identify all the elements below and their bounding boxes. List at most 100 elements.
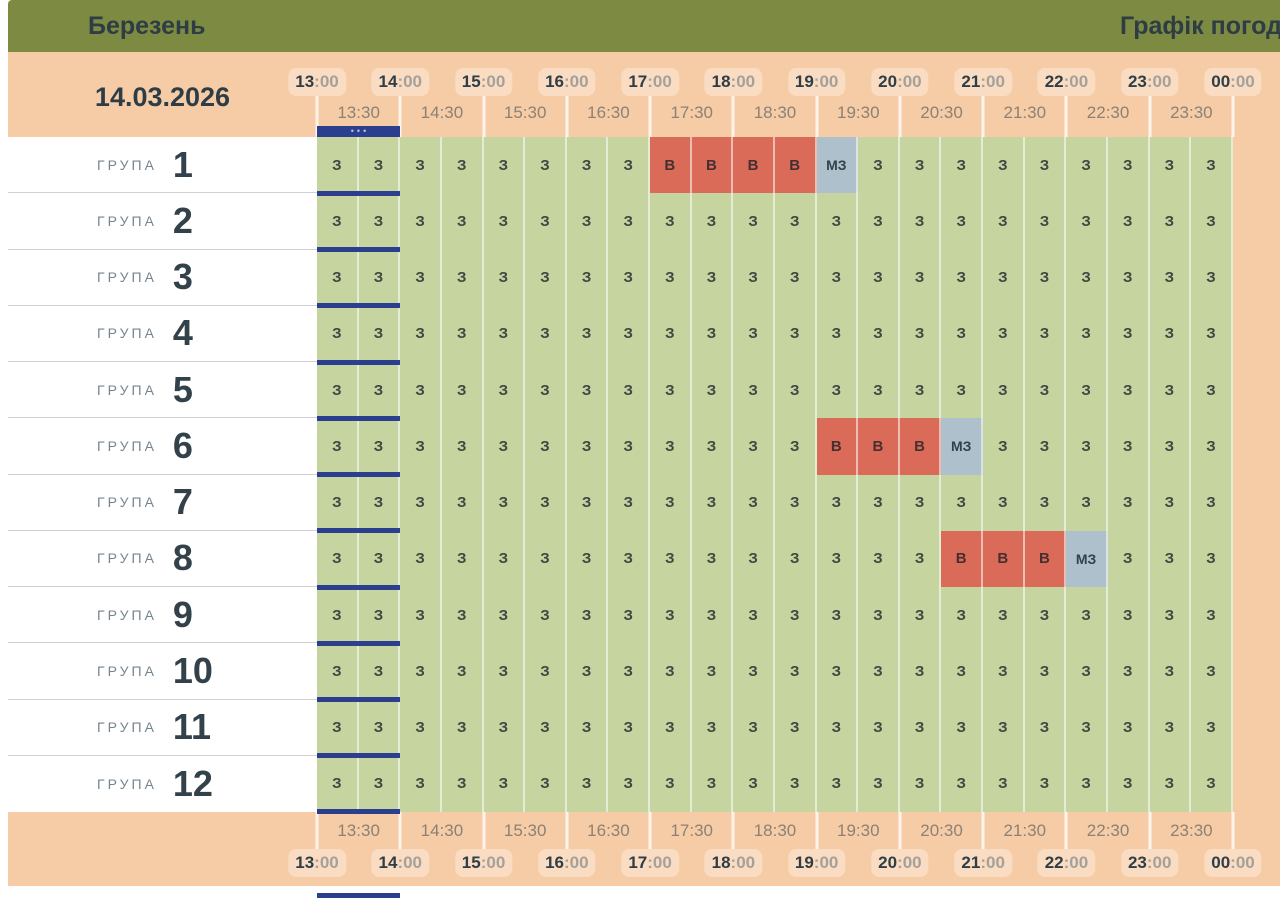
group-row-label: ГРУПА 8 [8,531,317,587]
schedule-cell: З [1149,249,1192,306]
schedule-cell: З [1149,587,1192,644]
ellipsis-icon: ••• [350,126,370,136]
schedule-cell: В [1024,530,1067,587]
group-name: ГРУПА [97,156,157,173]
schedule-cell: З [1149,362,1192,419]
schedule-cell: З [608,193,650,250]
schedule-cell: З [941,587,983,644]
schedule-cell: З [1066,305,1108,362]
schedule-cell: З [1024,249,1067,306]
group-row-label: ГРУПА 9 [8,587,317,644]
group-row-label: ГРУПА 7 [8,475,317,531]
hour-tick [648,94,652,137]
schedule-cell: З [1107,530,1150,587]
schedule-cell: З [441,755,484,812]
half-hour-label: 23:30 [1170,821,1213,840]
hour-tick [731,94,735,137]
schedule-cell: З [1191,305,1233,362]
hour-label: 16:00 [538,68,596,96]
half-hour-label: 13:30 [337,821,380,840]
schedule-cell: З [816,530,859,587]
schedule-cell: З [1107,193,1150,250]
schedule-cell: З [441,699,484,756]
now-column-row-separator [317,697,400,702]
half-hour-label: 18:30 [753,103,797,122]
hour-label: 19:00 [787,68,846,96]
half-hour-label: 23:30 [1170,103,1213,122]
grid-row: З З З З З З З З В В В В МЗ З З З З З З З З З [317,137,1233,194]
schedule-cell: З [566,305,609,362]
schedule-cell: З [899,755,942,812]
schedule-cell: З [733,418,775,475]
hour-tick [1148,94,1152,137]
schedule-cell: З [1107,699,1150,756]
hour-label: 17:00 [621,849,679,877]
schedule-cell: З [525,474,567,531]
group-name: ГРУПА [97,437,157,454]
grid-row: З З З З З З З З З З З З З З З В В В МЗ З З З [317,530,1233,587]
hour-label: 20:00 [871,68,929,96]
hour-tick [482,94,486,137]
schedule-cell: З [1149,137,1192,194]
schedule-cell: З [358,362,401,419]
hour-label: 14:00 [371,68,430,96]
hour-tick [398,94,402,137]
schedule-cell: З [608,249,650,306]
hour-tick [565,94,569,137]
schedule-cell: З [858,362,900,419]
schedule-cell: З [816,699,859,756]
half-hour-label: 19:30 [836,103,880,122]
schedule-cell: З [733,530,775,587]
schedule-cell: З [1066,362,1108,419]
schedule-cell: З [525,755,567,812]
schedule-body: ГРУПА 1 ГРУПА 2 ГРУПА 3 ГРУПА 4 ГРУПА 5 ГРУПА 6 ГРУП… [8,137,1280,814]
schedule-cell: З [774,530,817,587]
schedule-cell: З [400,418,442,475]
group-name: ГРУПА [97,325,157,342]
schedule-cell: З [1107,587,1150,644]
schedule-cell: З [691,755,734,812]
schedule-cell: З [483,305,526,362]
schedule-cell: З [941,755,983,812]
schedule-cell: З [358,474,401,531]
schedule-cell: З [400,755,442,812]
schedule-cell: З [733,699,775,756]
schedule-cell: З [1149,418,1192,475]
hour-tick [315,94,319,137]
schedule-cell: З [525,699,567,756]
schedule-cell: З [317,305,359,362]
schedule-cell: З [774,699,817,756]
schedule-cell: З [1149,193,1192,250]
hour-tick [565,812,569,854]
schedule-cell: З [774,643,817,700]
schedule-cell: З [441,193,484,250]
schedule-cell: З [691,305,734,362]
schedule-cell: З [1066,137,1108,194]
grid-row: З З З З З З З З З З З З В В В МЗ З З З З З З [317,418,1233,475]
hour-tick [648,812,652,854]
schedule-cell: З [1107,137,1150,194]
group-name: ГРУПА [97,381,157,398]
group-name: ГРУПА [97,775,157,792]
schedule-cell: З [358,530,401,587]
group-name: ГРУПА [97,606,157,623]
schedule-cell: З [983,755,1025,812]
schedule-cell: З [1191,755,1233,812]
schedule-cell: З [650,643,692,700]
schedule-cell: З [483,530,526,587]
schedule-cell: З [1107,755,1150,812]
schedule-cell: З [566,699,609,756]
schedule-cell: З [691,193,734,250]
group-row-label: ГРУПА 12 [8,756,317,812]
schedule-cell: З [358,643,401,700]
schedule-cell: З [608,699,650,756]
schedule-cell: З [566,193,609,250]
schedule-cell: З [774,755,817,812]
schedule-cell: З [858,137,900,194]
now-column-row-separator [317,640,400,646]
schedule-cell: З [483,474,526,531]
schedule-cell: З [691,699,734,756]
now-indicator-bar[interactable]: ••• [317,126,400,137]
